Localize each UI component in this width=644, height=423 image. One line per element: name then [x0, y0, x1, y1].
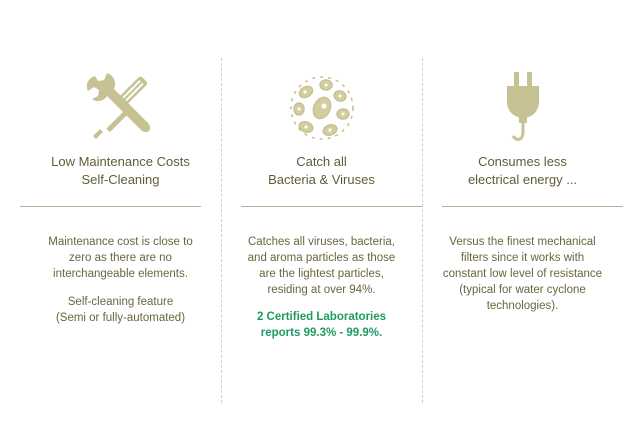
feature-bacteria-viruses: Catch all Bacteria & Viruses Catches all… — [221, 0, 422, 423]
feature-low-energy: Consumes less electrical energy ... Vers… — [422, 0, 623, 423]
description-line: Versus the finest mechanical — [449, 236, 596, 248]
description-line: are the lightest particles, — [259, 268, 384, 280]
description-line: technologies). — [486, 300, 559, 312]
description-line: (typical for water cyclone — [459, 284, 586, 296]
description-line: filters since it works with — [460, 252, 585, 264]
tools-icon — [81, 70, 161, 146]
description-line: Self-cleaning feature — [67, 296, 174, 308]
feature-title-line: Consumes less — [478, 154, 567, 169]
feature-title: Consumes less electrical energy ... — [422, 153, 623, 189]
feature-description: Maintenance cost is close to zero as the… — [20, 234, 221, 326]
feature-title: Catch all Bacteria & Viruses — [221, 153, 422, 189]
certification-highlight: 2 Certified Laboratories reports 99.3% -… — [221, 309, 422, 341]
feature-title-line: Catch all — [296, 154, 347, 169]
title-underline — [241, 206, 422, 207]
description-line: Catches all viruses, bacteria, — [247, 236, 395, 248]
feature-title-line: Self-Cleaning — [81, 172, 160, 187]
feature-description: Catches all viruses, bacteria, and aroma… — [221, 234, 422, 341]
highlight-line: 2 Certified Laboratories — [256, 311, 387, 323]
description-paragraph: Versus the finest mechanical filters sin… — [422, 234, 623, 314]
description-line: and aroma particles as those — [247, 252, 396, 264]
feature-low-maintenance: Low Maintenance Costs Self-Cleaning Main… — [20, 0, 221, 423]
description-line: (Semi or fully-automated) — [55, 312, 186, 324]
feature-title-line: Bacteria & Viruses — [268, 172, 375, 187]
feature-title: Low Maintenance Costs Self-Cleaning — [20, 153, 221, 189]
title-underline — [442, 206, 623, 207]
description-line: constant low level of resistance — [442, 268, 603, 280]
description-paragraph: Maintenance cost is close to zero as the… — [20, 234, 221, 282]
column-divider — [422, 58, 423, 403]
feature-title-line: Low Maintenance Costs — [51, 154, 190, 169]
plug-icon — [483, 70, 563, 146]
description-line: residing at over 94%. — [267, 284, 376, 296]
bacteria-icon — [282, 70, 362, 146]
description-paragraph: Self-cleaning feature (Semi or fully-aut… — [20, 294, 221, 326]
description-paragraph: Catches all viruses, bacteria, and aroma… — [221, 234, 422, 298]
feature-description: Versus the finest mechanical filters sin… — [422, 234, 623, 314]
title-underline — [20, 206, 201, 207]
feature-title-line: electrical energy ... — [467, 172, 578, 187]
description-line: Maintenance cost is close to — [48, 236, 193, 248]
highlight-line: reports 99.3% - 99.9%. — [260, 327, 383, 339]
description-line: interchangeable elements. — [53, 268, 188, 280]
description-line: zero as there are no — [69, 252, 172, 264]
column-divider — [221, 58, 222, 403]
